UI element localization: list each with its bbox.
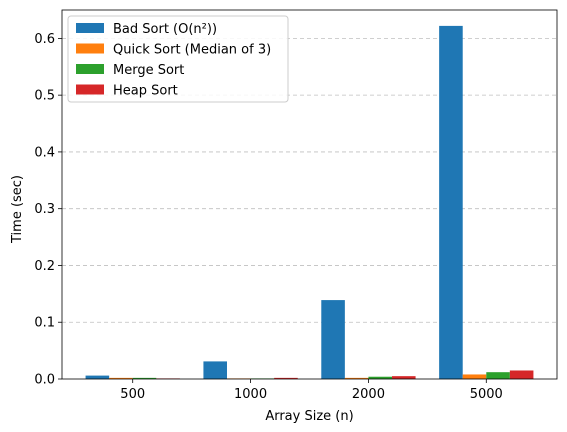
bar-0-3 xyxy=(439,25,463,379)
bar-3-1 xyxy=(274,377,298,379)
x-tick-label: 5000 xyxy=(470,387,503,402)
plot-frame xyxy=(61,9,558,380)
bar-2-2 xyxy=(368,376,392,379)
y-tick-label: 0.0 xyxy=(34,373,55,388)
legend-label: Heap Sort xyxy=(113,84,178,99)
legend-swatch xyxy=(76,84,104,95)
bar-0-0 xyxy=(85,375,110,379)
y-tick-label: 0.2 xyxy=(34,259,55,274)
bar-1-0 xyxy=(109,377,133,379)
x-tick-label: 500 xyxy=(120,387,145,402)
axes: 0.0 0.1 0.2 0.3 0.4 0.5 0.6 500 1000 2000 5000 xyxy=(34,9,558,402)
legend-swatch xyxy=(76,64,104,74)
y-tick-label: 0.4 xyxy=(34,145,55,160)
y-axis-label: Time (sec) xyxy=(10,175,25,244)
bar-3-3 xyxy=(509,370,534,379)
bar-0-1 xyxy=(203,361,227,379)
x-tick-label: 1000 xyxy=(234,387,267,402)
y-tick-label: 0.5 xyxy=(34,89,55,104)
legend-box xyxy=(67,15,289,103)
legend-swatch xyxy=(76,23,104,33)
legend: Bad Sort (O(n²)) Quick Sort (Median of 3)… xyxy=(67,15,289,103)
legend-label: Quick Sort (Median of 3) xyxy=(113,43,271,58)
y-tick-label: 0.1 xyxy=(34,316,55,331)
bar-1-3 xyxy=(462,374,487,379)
bar-1-2 xyxy=(344,377,369,379)
x-tick-label: 2000 xyxy=(352,387,385,402)
legend-label: Bad Sort (O(n²)) xyxy=(113,22,217,37)
bar-2-0 xyxy=(132,377,157,379)
bar-2-3 xyxy=(486,372,510,379)
x-axis-label: Array Size (n) xyxy=(265,409,353,424)
legend-label: Merge Sort xyxy=(113,63,184,78)
y-tick-label: 0.6 xyxy=(34,32,55,47)
legend-swatch xyxy=(76,43,104,54)
bar-0-2 xyxy=(321,300,345,379)
y-tick-label: 0.3 xyxy=(34,202,55,217)
gridlines xyxy=(62,37,557,323)
bars xyxy=(85,25,534,379)
bar-3-2 xyxy=(392,376,416,379)
